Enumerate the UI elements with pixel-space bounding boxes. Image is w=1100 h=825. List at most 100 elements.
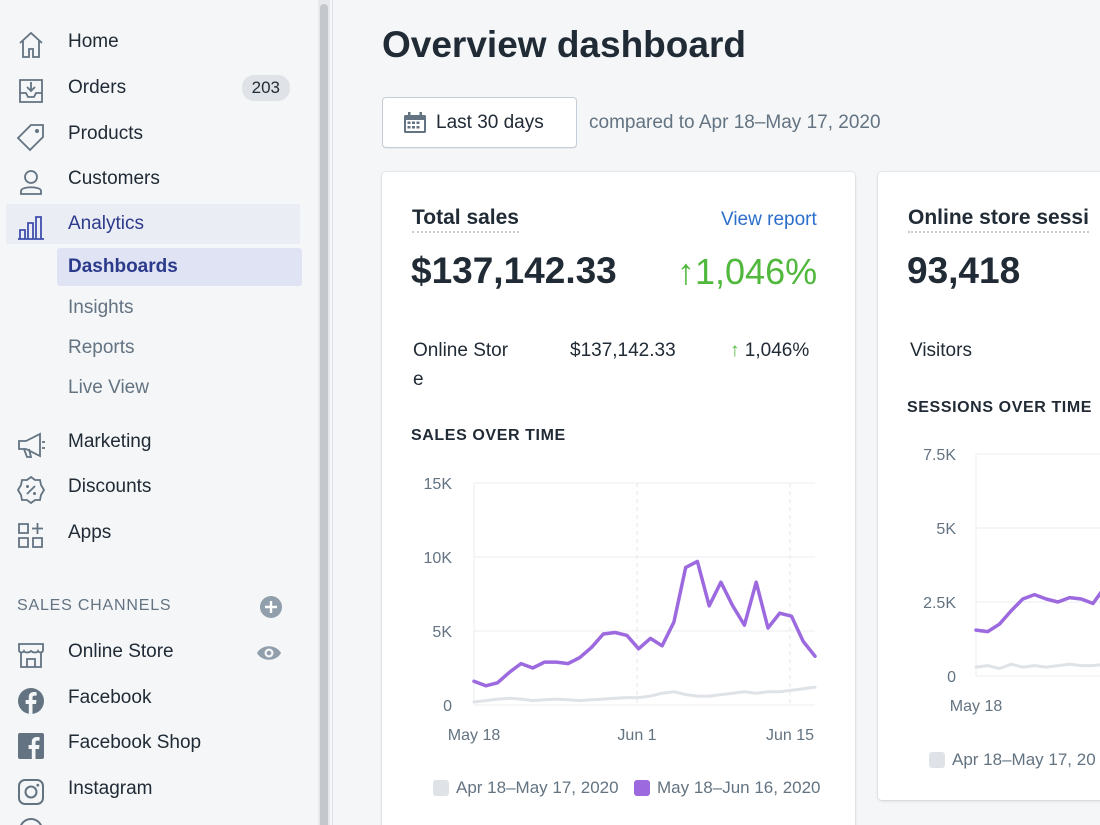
store-icon (18, 643, 44, 668)
nav-marketing[interactable]: Marketing (0, 422, 300, 462)
nav-orders[interactable]: Orders 203 (0, 68, 300, 108)
legend-swatch-current (634, 780, 650, 796)
sessions-chart-y-tick-label: 7.5K (923, 447, 956, 464)
subnav-live-view[interactable]: Live View (68, 377, 149, 398)
nav-home[interactable]: Home (0, 22, 300, 62)
date-range-label: Last 30 days (436, 111, 544, 133)
person-icon (20, 170, 42, 195)
nav-customers[interactable]: Customers (0, 159, 300, 199)
nav-analytics-label: Analytics (68, 213, 145, 234)
sales-chart-y-tick-label: 5K (432, 624, 452, 641)
sessions-legend-label-previous: Apr 18–May 17, 20 (952, 750, 1096, 769)
total-sales-card: Total sales View report $137,142.33 ↑1,0… (382, 172, 855, 825)
sessions-legend-previous: Apr 18–May 17, 20 (929, 750, 1096, 770)
sidebar: Home Orders 203 Products Customers Analy… (0, 0, 316, 825)
channel-online-store[interactable]: Online Store (0, 632, 300, 672)
channel-facebook[interactable]: Facebook (0, 678, 300, 718)
total-sales-title[interactable]: Total sales (412, 206, 519, 233)
sales-chart-y-tick-label: 10K (424, 550, 453, 567)
instagram-icon (18, 779, 44, 805)
facebook-icon (18, 688, 44, 714)
sales-chart-x-tick-label: May 18 (448, 727, 501, 744)
sessions-chart-heading: SESSIONS OVER TIME (907, 399, 1093, 416)
comparison-text: compared to Apr 18–May 17, 2020 (589, 112, 881, 133)
nav-apps-label: Apps (68, 522, 112, 543)
legend-label-previous: Apr 18–May 17, 2020 (456, 778, 619, 797)
nav-customers-label: Customers (68, 168, 160, 189)
sales-chart-series-current-line (472, 559, 817, 688)
nav-marketing-label: Marketing (68, 431, 152, 452)
scrollbar-thumb[interactable] (320, 4, 328, 825)
online-store-row-change-value: 1,046% (744, 340, 810, 361)
sales-chart-series-previous-line (472, 685, 817, 704)
sidebar-divider (332, 0, 333, 825)
megaphone-icon (18, 432, 45, 458)
view-report-link[interactable]: View report (721, 209, 817, 230)
orders-count-badge: 203 (241, 75, 290, 101)
channel-online-store-label: Online Store (68, 641, 174, 662)
facebook-shop-icon (18, 733, 44, 759)
sessions-legend-swatch-previous (929, 752, 945, 768)
sessions-chart-y-tick-label: 0 (947, 669, 956, 686)
add-channel-icon[interactable] (259, 595, 283, 619)
discount-icon (16, 475, 46, 505)
tag-icon (16, 124, 44, 152)
page-title: Overview dashboard (382, 24, 746, 65)
sessions-chart-y-tick-label: 2.5K (923, 595, 956, 612)
nav-home-label: Home (68, 31, 119, 52)
total-sales-change: ↑1,046% (677, 251, 817, 293)
sessions-title[interactable]: Online store sessi (908, 206, 1089, 233)
sessions-chart-series-previous-line (974, 662, 1100, 671)
sales-channels-heading: SALES CHANNELS (17, 597, 172, 614)
more-channel-icon (19, 818, 43, 825)
calendar-icon (404, 112, 426, 133)
sales-chart-y-tick-label: 0 (443, 698, 452, 715)
sales-chart-heading: SALES OVER TIME (411, 427, 566, 444)
channel-instagram-label: Instagram (68, 778, 153, 799)
sidebar-scrollbar[interactable] (318, 0, 330, 825)
small-up-arrow-icon: ↑ (730, 340, 745, 361)
sales-chart-y-tick-label: 15K (424, 476, 453, 493)
channel-facebook-label: Facebook (68, 687, 152, 708)
sales-legend-previous: Apr 18–May 17, 2020 (433, 778, 619, 798)
channel-instagram[interactable]: Instagram (0, 769, 300, 809)
up-arrow-icon: ↑ (677, 251, 695, 292)
orders-icon (19, 79, 43, 103)
online-store-row-change: ↑ 1,046% (730, 340, 809, 362)
nav-apps[interactable]: Apps (0, 513, 300, 553)
nav-products-label: Products (68, 123, 143, 144)
total-sales-change-value: 1,046% (695, 251, 818, 292)
sessions-chart-y-tick-label: 5K (936, 521, 956, 538)
sales-chart-x-tick-label: Jun 1 (617, 727, 656, 744)
subnav-reports[interactable]: Reports (68, 337, 135, 358)
legend-label-current: May 18–Jun 16, 2020 (657, 778, 821, 797)
channel-facebook-shop-label: Facebook Shop (68, 732, 202, 753)
eye-icon[interactable] (256, 642, 282, 664)
channel-facebook-shop[interactable]: Facebook Shop (0, 723, 300, 763)
visitors-row-label: Visitors (910, 340, 972, 361)
total-sales-value: $137,142.33 (411, 250, 617, 291)
online-store-row-value: $137,142.33 (570, 340, 676, 361)
bar-chart-icon (18, 216, 44, 240)
sessions-chart-x-tick-label: May 18 (950, 698, 1003, 715)
sales-chart-x-tick-label: Jun 15 (766, 727, 814, 744)
date-range-button[interactable]: Last 30 days (382, 97, 577, 148)
online-store-sessions-card: Online store sessi 93,418 Visitors SESSI… (878, 172, 1100, 800)
sessions-total-value: 93,418 (907, 250, 1021, 291)
subnav-insights[interactable]: Insights (68, 297, 134, 318)
apps-icon (18, 523, 43, 548)
sales-over-time-chart: 0 5K 10K 15K May 18 Jun 1 Jun 15 (424, 476, 817, 744)
legend-swatch-previous (433, 780, 449, 796)
nav-orders-label: Orders (68, 77, 127, 98)
subnav-dashboards[interactable]: Dashboards (57, 248, 302, 286)
online-store-row-label-1: Online Stor (413, 340, 509, 361)
nav-products[interactable]: Products (0, 114, 300, 154)
nav-discounts-label: Discounts (68, 476, 152, 497)
online-store-row-label-2: e (413, 369, 424, 390)
sessions-over-time-chart: 0 2.5K 5K 7.5K May 18 (923, 447, 1100, 715)
nav-discounts[interactable]: Discounts (0, 467, 300, 507)
home-icon (19, 31, 43, 58)
sessions-chart-series-current-line (974, 590, 1100, 634)
nav-analytics[interactable]: Analytics (6, 204, 300, 244)
sales-legend-current: May 18–Jun 16, 2020 (634, 778, 821, 798)
